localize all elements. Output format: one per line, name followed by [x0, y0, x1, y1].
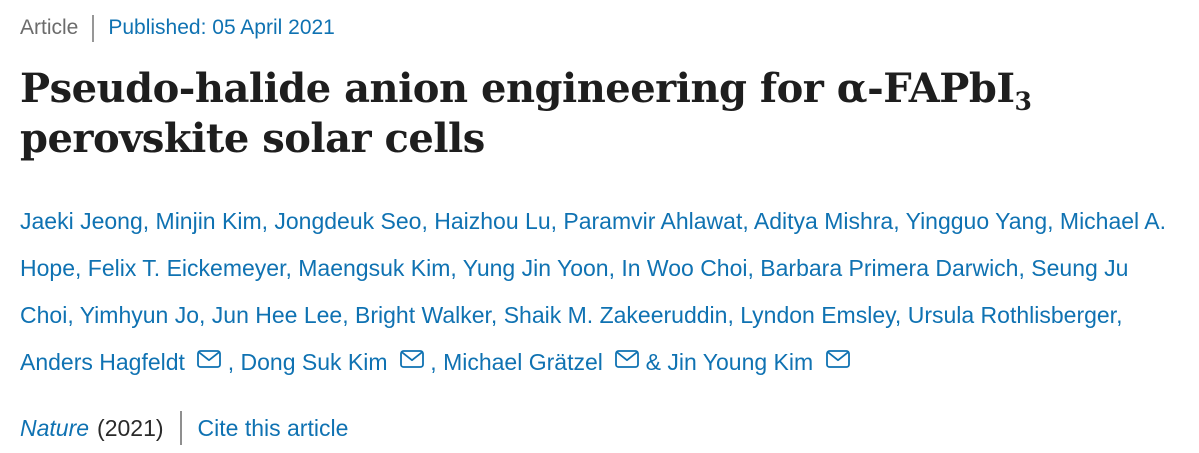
author-link[interactable]: Paramvir Ahlawat — [563, 208, 743, 234]
author-separator: , — [261, 208, 275, 234]
author-link[interactable]: Maengsuk Kim — [298, 255, 451, 281]
article-meta-row: Article Published: 05 April 2021 — [20, 12, 1177, 44]
author-list: Jaeki Jeong, Minjin Kim, Jongdeuk Seo, H… — [20, 198, 1177, 386]
author-link[interactable]: Aditya Mishra — [753, 208, 894, 234]
author-separator: , — [227, 349, 241, 375]
email-author-button[interactable] — [400, 339, 424, 386]
author-separator: , — [67, 302, 80, 328]
article-type-label: Article — [20, 16, 79, 39]
author-separator: , — [894, 302, 908, 328]
author-separator: , — [893, 208, 906, 234]
author-link[interactable]: Ursula Rothlisberger — [907, 302, 1117, 328]
author-link[interactable]: Dong Suk Kim — [240, 349, 388, 375]
citation-row: Nature (2021) Cite this article — [20, 410, 1177, 446]
author-separator: , — [199, 302, 212, 328]
author-separator: , — [1116, 302, 1123, 328]
author-link[interactable]: Minjin Kim — [155, 208, 262, 234]
email-author-button[interactable] — [825, 339, 850, 386]
footer-divider — [179, 411, 182, 445]
envelope-icon — [400, 350, 424, 368]
author-link[interactable]: Felix T. Eickemeyer — [87, 255, 286, 281]
meta-divider — [92, 14, 95, 42]
author-link[interactable]: Jun Hee Lee — [211, 302, 343, 328]
envelope-icon — [825, 350, 850, 368]
cite-this-article-link[interactable]: Cite this article — [197, 414, 349, 441]
author-link[interactable]: Yingguo Yang — [905, 208, 1048, 234]
publication-year: (2021) — [97, 414, 164, 441]
published-date-link[interactable]: Published: 05 April 2021 — [108, 16, 335, 39]
author-separator: , — [342, 302, 355, 328]
author-separator: , — [421, 208, 435, 234]
author-separator: , — [1047, 208, 1060, 234]
author-link[interactable]: Haizhou Lu — [434, 208, 551, 234]
envelope-icon — [615, 350, 640, 368]
author-link[interactable]: Jongdeuk Seo — [274, 208, 422, 234]
author-link[interactable]: Yung Jin Yoon — [462, 255, 609, 281]
author-separator: , — [747, 255, 761, 281]
author-link[interactable]: Anders Hagfeldt — [20, 349, 185, 375]
author-separator: , — [1018, 255, 1032, 281]
author-link[interactable]: Michael A. Hope — [20, 208, 1167, 281]
author-link[interactable]: Shaik M. Zakeeruddin — [503, 302, 728, 328]
author-link[interactable]: Barbara Primera Darwich — [760, 255, 1019, 281]
author-separator: , — [285, 255, 299, 281]
author-separator: , — [74, 255, 88, 281]
author-separator: , — [142, 208, 156, 234]
page-title: Pseudo-halide anion engineering for α-FA… — [20, 64, 1177, 164]
author-separator: , — [742, 208, 754, 234]
author-separator: & — [645, 349, 668, 375]
author-link[interactable]: Jin Young Kim — [667, 349, 814, 375]
author-link[interactable]: In Woo Choi — [621, 255, 748, 281]
journal-link[interactable]: Nature — [20, 414, 90, 441]
author-link[interactable]: Michael Grätzel — [443, 349, 603, 375]
title-line1: Pseudo-halide anion engineering for α-FA… — [20, 65, 1015, 112]
author-separator: , — [727, 302, 741, 328]
title-line2: perovskite solar cells — [20, 115, 485, 162]
author-link[interactable]: Lyndon Emsley — [740, 302, 895, 328]
email-author-button[interactable] — [615, 339, 640, 386]
author-separator: , — [450, 255, 463, 281]
author-separator: , — [430, 349, 444, 375]
title-subscript: 3 — [1014, 87, 1032, 116]
email-author-button[interactable] — [197, 339, 222, 386]
author-link[interactable]: Jaeki Jeong — [20, 208, 143, 234]
author-separator: , — [490, 302, 504, 328]
author-link[interactable]: Yimhyun Jo — [79, 302, 199, 328]
envelope-icon — [197, 350, 222, 368]
author-link[interactable]: Seung Ju Choi — [20, 255, 1129, 328]
author-link[interactable]: Bright Walker — [355, 302, 491, 328]
author-separator: , — [550, 208, 564, 234]
author-separator: , — [608, 255, 622, 281]
